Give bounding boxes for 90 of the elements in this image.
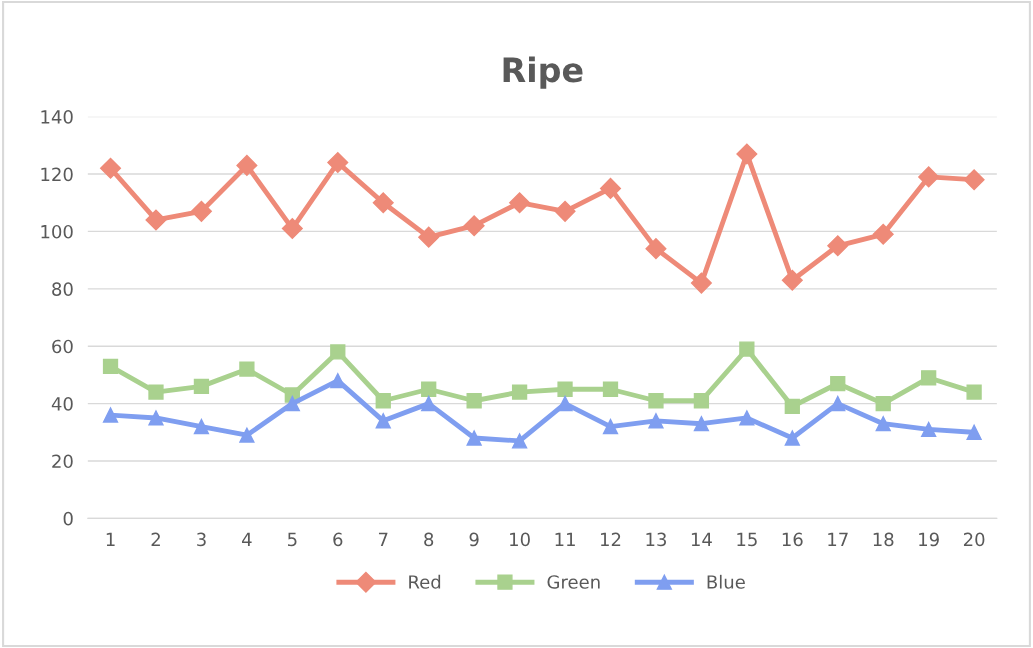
x-tick-label: 4 bbox=[242, 532, 252, 547]
point bbox=[966, 384, 982, 400]
point bbox=[102, 358, 119, 374]
point bbox=[375, 393, 391, 409]
point bbox=[418, 226, 440, 248]
y-tick-label: 140 bbox=[41, 110, 73, 124]
point bbox=[284, 395, 300, 412]
x-tick-label: 18 bbox=[873, 532, 894, 547]
point bbox=[100, 157, 122, 179]
point bbox=[102, 407, 119, 423]
point bbox=[239, 361, 255, 377]
x-tick-label: 5 bbox=[287, 532, 297, 547]
point bbox=[739, 410, 755, 426]
point bbox=[921, 370, 937, 386]
x-tick-label: 3 bbox=[197, 532, 206, 547]
legend-label: Blue bbox=[707, 574, 745, 589]
point bbox=[327, 152, 349, 174]
y-tick-label: 120 bbox=[41, 167, 73, 182]
point bbox=[784, 430, 800, 446]
point bbox=[193, 418, 210, 435]
point bbox=[372, 192, 394, 214]
y-tick-label: 40 bbox=[51, 397, 73, 411]
point bbox=[239, 427, 255, 443]
y-tick-label: 100 bbox=[41, 224, 73, 239]
point bbox=[648, 413, 664, 429]
point bbox=[781, 269, 803, 291]
point bbox=[599, 177, 622, 199]
y-tick-label: 60 bbox=[52, 339, 73, 354]
x-tick-label: 10 bbox=[510, 532, 530, 547]
point bbox=[511, 384, 528, 400]
point bbox=[375, 413, 391, 429]
x-tick-label: 17 bbox=[828, 532, 848, 547]
point bbox=[421, 395, 437, 412]
point bbox=[736, 143, 758, 165]
y-tick-label: 80 bbox=[52, 282, 73, 296]
x-tick-label: 12 bbox=[601, 532, 621, 547]
point bbox=[645, 238, 667, 260]
point bbox=[421, 381, 437, 397]
x-tick-label: 11 bbox=[555, 532, 575, 547]
y-tick-label: 0 bbox=[63, 511, 73, 526]
legend-label: Red bbox=[409, 574, 441, 589]
point bbox=[784, 398, 800, 415]
point bbox=[966, 424, 982, 440]
y-tick-label: 20 bbox=[52, 454, 73, 469]
point bbox=[330, 344, 346, 360]
point bbox=[921, 421, 937, 438]
x-tick-label: 13 bbox=[646, 532, 666, 547]
point bbox=[739, 341, 755, 357]
point bbox=[963, 169, 985, 191]
point bbox=[693, 416, 710, 432]
point bbox=[648, 393, 664, 409]
x-tick-label: 15 bbox=[737, 532, 757, 547]
x-tick-label: 14 bbox=[691, 532, 712, 547]
point bbox=[830, 395, 846, 412]
point bbox=[236, 154, 258, 176]
point bbox=[872, 223, 894, 245]
legend-label: Green bbox=[547, 575, 600, 589]
x-tick-label: 7 bbox=[378, 532, 388, 547]
point bbox=[827, 235, 849, 257]
x-tick-label: 20 bbox=[963, 532, 985, 547]
point bbox=[693, 393, 710, 409]
point bbox=[557, 381, 573, 397]
point bbox=[148, 410, 164, 426]
point bbox=[466, 430, 482, 446]
point bbox=[830, 375, 846, 392]
point bbox=[875, 395, 891, 412]
point bbox=[148, 384, 164, 400]
x-tick-label: 9 bbox=[469, 532, 479, 547]
x-tick-label: 6 bbox=[333, 532, 343, 547]
point bbox=[918, 166, 940, 188]
point bbox=[602, 418, 619, 435]
point bbox=[602, 381, 619, 397]
point bbox=[509, 192, 531, 214]
point bbox=[193, 378, 210, 395]
point bbox=[690, 272, 712, 294]
chart-title: Ripe bbox=[503, 56, 583, 89]
x-tick-label: 8 bbox=[424, 532, 434, 547]
point bbox=[511, 433, 528, 449]
x-tick-label: 2 bbox=[151, 532, 160, 547]
point bbox=[554, 200, 576, 222]
x-tick-label: 19 bbox=[919, 532, 939, 547]
point bbox=[557, 395, 573, 412]
point bbox=[466, 393, 482, 409]
x-tick-label: 16 bbox=[782, 532, 803, 547]
point bbox=[463, 215, 485, 237]
point bbox=[190, 200, 212, 222]
point bbox=[145, 209, 167, 231]
point bbox=[281, 218, 303, 240]
point bbox=[875, 416, 891, 432]
x-tick-label: 1 bbox=[106, 532, 115, 547]
